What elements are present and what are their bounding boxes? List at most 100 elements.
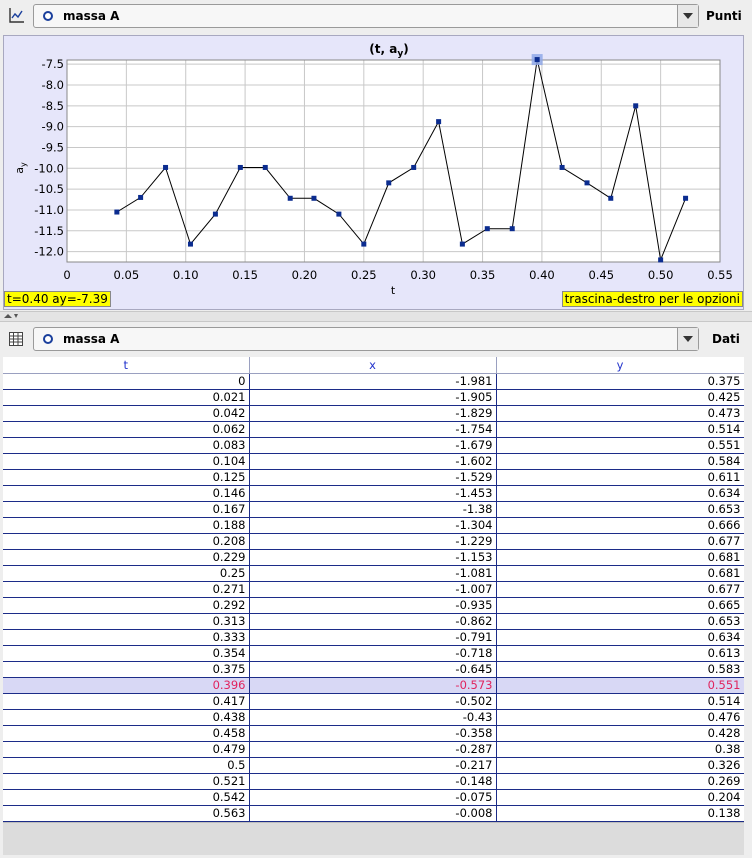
data-point[interactable] <box>311 195 317 201</box>
table-cell-y[interactable]: 0.138 <box>496 805 744 822</box>
data-point[interactable] <box>212 211 218 217</box>
table-cell-y[interactable]: 0.653 <box>496 613 744 630</box>
table-row[interactable]: 0.313 -0.862 0.653 <box>3 613 744 630</box>
data-point[interactable] <box>262 164 268 170</box>
table-cell-t[interactable]: 0.271 <box>3 581 250 598</box>
table-cell-x[interactable]: -1.679 <box>249 437 497 454</box>
plot-area[interactable] <box>67 60 720 262</box>
table-cell-x[interactable]: -1.829 <box>249 405 497 422</box>
table-row[interactable]: 0.354 -0.718 0.613 <box>3 645 744 662</box>
table-cell-t[interactable]: 0.354 <box>3 645 250 662</box>
table-cell-t[interactable]: 0.229 <box>3 549 250 566</box>
table-cell-x[interactable]: -1.905 <box>249 389 497 406</box>
table-row[interactable]: 0.292 -0.935 0.665 <box>3 597 744 614</box>
table-cell-t[interactable]: 0.5 <box>3 757 250 774</box>
table-cell-x[interactable]: -1.38 <box>249 501 497 518</box>
table-cell-y[interactable]: 0.665 <box>496 597 744 614</box>
data-point[interactable] <box>163 164 169 170</box>
table-cell-t[interactable]: 0.479 <box>3 741 250 758</box>
data-point[interactable] <box>658 257 664 263</box>
object-select-dropdown[interactable]: massa A <box>33 4 699 28</box>
table-cell-x[interactable]: -1.007 <box>249 581 497 598</box>
table-row[interactable]: 0.104 -1.602 0.584 <box>3 453 744 470</box>
column-header-x[interactable]: x <box>249 357 497 374</box>
table-cell-y[interactable]: 0.677 <box>496 533 744 550</box>
table-cell-x[interactable]: -0.075 <box>249 789 497 806</box>
data-point[interactable] <box>237 164 243 170</box>
table-row[interactable]: 0.208 -1.229 0.677 <box>3 533 744 550</box>
table-cell-y[interactable]: 0.425 <box>496 389 744 406</box>
table-cell-x[interactable]: -0.573 <box>249 677 497 694</box>
table-cell-t[interactable]: 0.333 <box>3 629 250 646</box>
table-cell-t[interactable]: 0.542 <box>3 789 250 806</box>
table-cell-y[interactable]: 0.428 <box>496 725 744 742</box>
data-point[interactable] <box>608 195 614 201</box>
table-cell-y[interactable]: 0.583 <box>496 661 744 678</box>
data-point[interactable] <box>361 241 367 247</box>
table-row[interactable]: 0.479 -0.287 0.38 <box>3 741 744 758</box>
table-object-select-dropdown[interactable]: massa A <box>33 327 699 351</box>
table-row[interactable]: 0.083 -1.679 0.551 <box>3 437 744 454</box>
table-row[interactable]: 0.563 -0.008 0.138 <box>3 805 744 822</box>
data-point[interactable] <box>386 180 392 186</box>
data-point[interactable] <box>559 164 565 170</box>
table-row[interactable]: 0.021 -1.905 0.425 <box>3 389 744 406</box>
table-row[interactable]: 0.229 -1.153 0.681 <box>3 549 744 566</box>
table-row[interactable]: 0.521 -0.148 0.269 <box>3 773 744 790</box>
table-cell-t[interactable]: 0.083 <box>3 437 250 454</box>
table-cell-t[interactable]: 0.021 <box>3 389 250 406</box>
table-cell-t[interactable]: 0.375 <box>3 661 250 678</box>
data-point[interactable] <box>633 103 639 109</box>
table-cell-x[interactable]: -0.935 <box>249 597 497 614</box>
table-row[interactable]: 0.375 -0.645 0.583 <box>3 661 744 678</box>
data-point[interactable] <box>287 195 293 201</box>
table-cell-y[interactable]: 0.514 <box>496 421 744 438</box>
table-cell-x[interactable]: -0.502 <box>249 693 497 710</box>
table-row[interactable]: 0.333 -0.791 0.634 <box>3 629 744 646</box>
table-cell-y[interactable]: 0.681 <box>496 565 744 582</box>
table-cell-t[interactable]: 0.146 <box>3 485 250 502</box>
table-row[interactable]: 0.146 -1.453 0.634 <box>3 485 744 502</box>
table-cell-t[interactable]: 0.062 <box>3 421 250 438</box>
table-cell-y[interactable]: 0.551 <box>496 437 744 454</box>
data-point[interactable] <box>436 119 442 125</box>
data-point[interactable] <box>336 211 342 217</box>
table-cell-t[interactable]: 0.313 <box>3 613 250 630</box>
table-cell-t[interactable]: 0.208 <box>3 533 250 550</box>
data-point[interactable] <box>114 209 120 215</box>
table-cell-x[interactable]: -1.529 <box>249 469 497 486</box>
table-cell-t[interactable]: 0.104 <box>3 453 250 470</box>
graph-panel[interactable]: (t, ay) 0 0.05 0.10 0.15 0.20 0.25 0.30 0.35 0.4… <box>3 35 744 310</box>
table-cell-x[interactable]: -1.081 <box>249 565 497 582</box>
table-cell-y[interactable]: 0.653 <box>496 501 744 518</box>
table-cell-x[interactable]: -0.008 <box>249 805 497 822</box>
data-point[interactable] <box>459 241 465 247</box>
table-row[interactable]: 0 -1.981 0.375 <box>3 373 744 390</box>
table-row[interactable]: 0.542 -0.075 0.204 <box>3 789 744 806</box>
table-cell-t[interactable]: 0.292 <box>3 597 250 614</box>
table-row[interactable]: 0.396 -0.573 0.551 <box>3 677 744 694</box>
table-row[interactable]: 0.167 -1.38 0.653 <box>3 501 744 518</box>
chevron-down-icon[interactable] <box>677 5 698 27</box>
table-cell-x[interactable]: -0.718 <box>249 645 497 662</box>
table-cell-y[interactable]: 0.204 <box>496 789 744 806</box>
table-cell-x[interactable]: -1.304 <box>249 517 497 534</box>
table-cell-x[interactable]: -1.153 <box>249 549 497 566</box>
table-row[interactable]: 0.417 -0.502 0.514 <box>3 693 744 710</box>
table-cell-t[interactable]: 0.396 <box>3 677 250 694</box>
data-point[interactable] <box>534 57 540 63</box>
table-cell-t[interactable]: 0.438 <box>3 709 250 726</box>
table-row[interactable]: 0.5 -0.217 0.326 <box>3 757 744 774</box>
table-cell-t[interactable]: 0.417 <box>3 693 250 710</box>
table-cell-t[interactable]: 0.458 <box>3 725 250 742</box>
data-point[interactable] <box>138 194 144 200</box>
table-cell-y[interactable]: 0.611 <box>496 469 744 486</box>
split-arrows-icon[interactable] <box>2 312 22 321</box>
table-cell-t[interactable]: 0.521 <box>3 773 250 790</box>
data-point[interactable] <box>584 180 590 186</box>
table-cell-x[interactable]: -0.217 <box>249 757 497 774</box>
table-cell-t[interactable]: 0.563 <box>3 805 250 822</box>
table-row[interactable]: 0.042 -1.829 0.473 <box>3 405 744 422</box>
mode-button-dati[interactable]: Dati <box>712 332 740 346</box>
